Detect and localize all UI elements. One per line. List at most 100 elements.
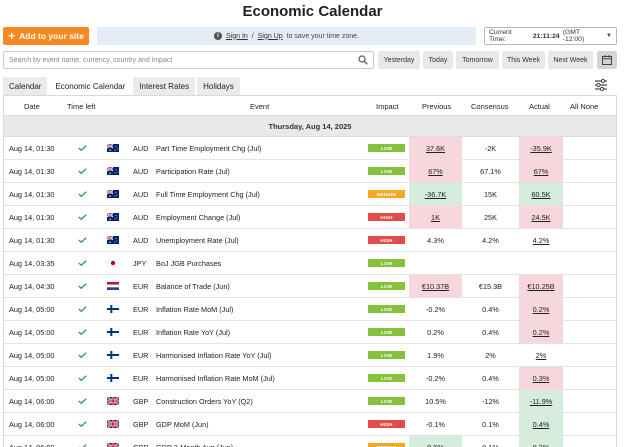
table-row[interactable]: Aug 14, 01:30 AUD Unemployment Rate (Jul) H… <box>4 229 616 252</box>
row-actual: 0.4% <box>519 413 563 435</box>
row-event-name[interactable]: Harmonised Inflation Rate YoY (Jul) <box>156 350 272 360</box>
uk-flag-icon <box>107 413 120 435</box>
table-row[interactable]: Aug 14, 05:00 EUR Harmonised Inflation Rat… <box>4 367 616 390</box>
table-row[interactable]: Aug 14, 05:00 EUR Inflation Rate MoM (Jul)… <box>4 298 616 321</box>
finland-flag-icon <box>107 298 120 320</box>
table-row[interactable]: Aug 14, 01:30 AUD Employment Change (Jul) H… <box>4 206 616 229</box>
table-row[interactable]: Aug 14, 06:00 GBP GDP 3-Month Avg (Jun) MED… <box>4 436 616 447</box>
consensus-value: 25K <box>484 212 497 222</box>
table-row[interactable]: Aug 14, 04:30 EUR Balance of Trade (Jun) LO… <box>4 275 616 298</box>
table-row[interactable]: Aug 14, 01:30 AUD Part Time Employment Chg… <box>4 137 616 160</box>
row-event-name[interactable]: GDP 3-Month Avg (Jun) <box>156 442 234 447</box>
previous-value: 10.5% <box>425 396 446 406</box>
check-icon <box>76 413 88 435</box>
row-previous: -0.2% <box>409 367 462 389</box>
row-currency: GBP <box>133 419 149 429</box>
row-actual: 0.3% <box>519 367 563 389</box>
row-event-name[interactable]: Balance of Trade (Jun) <box>156 281 230 291</box>
impact-badge: HIGH <box>368 229 405 251</box>
actual-value: -11.9% <box>529 396 553 406</box>
row-event-name[interactable]: Unemployment Rate (Jul) <box>156 235 239 245</box>
row-date: Aug 14, 01:30 <box>9 189 55 199</box>
impact-badge: LOW <box>368 252 405 274</box>
row-event-name[interactable]: BoJ JGB Purchases <box>156 258 222 268</box>
row-event-name[interactable]: Participation Rate (Jul) <box>156 166 230 176</box>
col-actual: Actual <box>529 102 550 111</box>
row-date: Aug 14, 04:30 <box>9 281 55 291</box>
row-event-name[interactable]: Employment Change (Jul) <box>156 212 241 222</box>
search-icon[interactable] <box>358 55 368 65</box>
impact-label: MEDIUM <box>368 190 405 198</box>
tomorrow-button[interactable]: Tomorrow <box>456 51 499 69</box>
current-time-value: 21:11:24 <box>532 32 560 40</box>
search-placeholder: Search by event name, currency, country … <box>9 56 173 64</box>
consensus-value: 0.4% <box>482 373 499 383</box>
row-date: Aug 14, 01:30 <box>9 235 55 245</box>
filter-settings-icon[interactable] <box>594 78 608 92</box>
calendar-picker-button[interactable] <box>597 51 617 69</box>
actual-value: 0.4% <box>532 419 550 429</box>
row-event-name[interactable]: Construction Orders YoY (Q2) <box>156 396 253 406</box>
signin-banner: i Sign In / Sign Up to save your time zo… <box>97 27 476 45</box>
row-event-name[interactable]: Inflation Rate YoY (Jul) <box>156 327 231 337</box>
row-currency: EUR <box>133 304 149 314</box>
impact-label: LOW <box>368 351 405 359</box>
australia-flag-icon <box>107 206 120 228</box>
row-date: Aug 14, 01:30 <box>9 212 55 222</box>
yesterday-button[interactable]: Yesterday <box>378 51 420 69</box>
table-row[interactable]: Aug 14, 01:30 AUD Participation Rate (Jul)… <box>4 160 616 183</box>
tab-interest-rates[interactable]: Interest Rates <box>133 77 196 95</box>
australia-flag-icon <box>107 137 120 159</box>
previous-value: -0.1% <box>425 419 446 429</box>
row-previous <box>409 252 462 274</box>
row-date: Aug 14, 06:00 <box>9 442 55 447</box>
row-actual: 4.2% <box>519 229 563 251</box>
previous-value: -0.2% <box>425 304 446 314</box>
table-row[interactable]: Aug 14, 03:35 JPY BoJ JGB Purchases LOW <box>4 252 616 275</box>
row-event-name[interactable]: Inflation Rate MoM (Jul) <box>156 304 234 314</box>
col-previous: Previous <box>422 102 452 111</box>
this-week-button[interactable]: This Week <box>502 51 545 69</box>
table-row[interactable]: Aug 14, 01:30 AUD Full Time Employment Chg… <box>4 183 616 206</box>
impact-label: HIGH <box>368 213 405 221</box>
page-title: Economic Calendar <box>242 3 383 20</box>
add-to-site-label: Add to your site <box>19 31 84 41</box>
impact-label: LOW <box>368 305 405 313</box>
row-event-name[interactable]: Harmonised Inflation Rate MoM (Jul) <box>156 373 275 383</box>
today-button[interactable]: Today <box>423 51 453 69</box>
impact-label: LOW <box>368 144 405 152</box>
tab-economic-calendar[interactable]: Economic Calendar <box>49 77 132 95</box>
impact-badge: LOW <box>368 275 405 297</box>
table-row[interactable]: Aug 14, 05:00 EUR Inflation Rate YoY (Jul)… <box>4 321 616 344</box>
row-event-name[interactable]: Part Time Employment Chg (Jul) <box>156 143 262 153</box>
tab-holidays[interactable]: Holidays <box>197 77 240 95</box>
impact-badge: LOW <box>368 367 405 389</box>
signin-link[interactable]: Sign In <box>225 32 248 40</box>
impact-label: HIGH <box>368 420 405 428</box>
signup-link[interactable]: Sign Up <box>257 32 283 40</box>
next-week-button[interactable]: Next Week <box>548 51 593 69</box>
row-previous: -0.1% <box>409 413 462 435</box>
previous-value: 0.6% <box>427 442 444 447</box>
timezone-select[interactable]: Current Time: 21:11:24 (GMT -12:00) ▼ <box>484 27 617 45</box>
row-event-name[interactable]: GDP MoM (Jun) <box>156 419 209 429</box>
signin-separator: / <box>251 32 254 40</box>
add-to-site-button[interactable]: + Add to your site <box>3 27 89 45</box>
table-row[interactable]: Aug 14, 06:00 GBP GDP MoM (Jun) HIGH -0.1% 0.… <box>4 413 616 436</box>
row-date: Aug 14, 01:30 <box>9 143 55 153</box>
row-currency: EUR <box>133 373 149 383</box>
tab-calendar[interactable]: Calendar <box>3 77 48 95</box>
search-input[interactable]: Search by event name, currency, country … <box>3 51 374 69</box>
row-event-name[interactable]: Full Time Employment Chg (Jul) <box>156 189 260 199</box>
impact-badge: HIGH <box>368 413 405 435</box>
table-row[interactable]: Aug 14, 05:00 EUR Harmonised Inflation Rat… <box>4 344 616 367</box>
row-currency: JPY <box>133 258 147 268</box>
col-filter-all-none[interactable]: All None <box>570 102 599 111</box>
actual-value: 67% <box>533 166 549 176</box>
table-row[interactable]: Aug 14, 06:00 GBP Construction Orders YoY … <box>4 390 616 413</box>
row-actual: 67% <box>519 160 563 182</box>
consensus-value: 4.2% <box>482 235 499 245</box>
impact-badge: LOW <box>368 160 405 182</box>
row-previous: 37.6K <box>409 137 462 159</box>
impact-badge: LOW <box>368 298 405 320</box>
